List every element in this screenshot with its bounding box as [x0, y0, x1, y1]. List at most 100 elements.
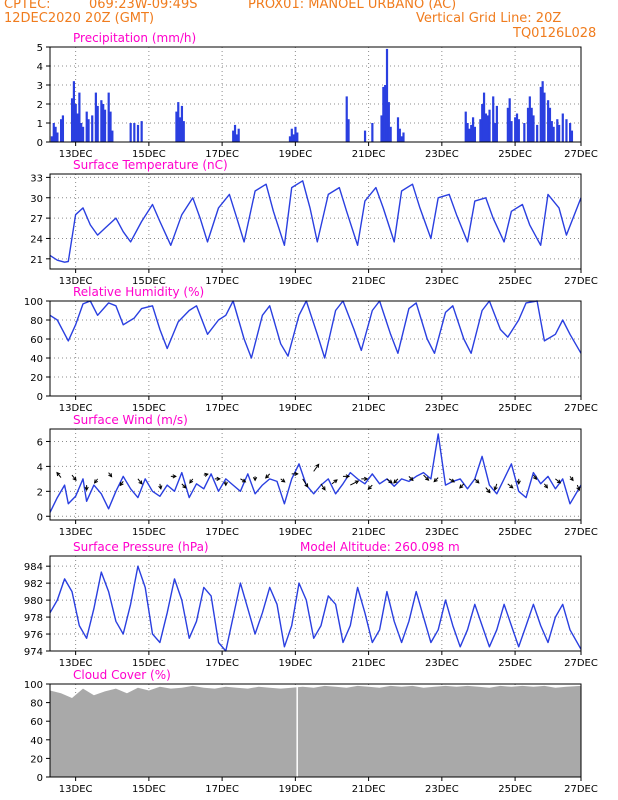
x-tick-label: 13DEC — [59, 527, 93, 538]
wind-arrow-head — [108, 473, 113, 478]
precip-bar — [87, 119, 90, 142]
x-tick-label: 19DEC — [278, 784, 312, 795]
precip-bar — [56, 132, 59, 142]
precip-bar — [543, 92, 546, 142]
wind-arrow-head — [264, 474, 270, 479]
precip-bar — [402, 132, 405, 142]
x-tick-label: 13DEC — [59, 403, 93, 414]
precip-bar — [558, 124, 561, 142]
precip-bar — [539, 86, 542, 142]
precip-bar — [363, 130, 367, 142]
precip-bar — [556, 119, 559, 142]
wind-arrow-head — [172, 474, 177, 479]
x-tick-label: 21DEC — [352, 527, 386, 538]
series-line — [49, 180, 582, 263]
precip-bar — [292, 134, 295, 142]
wind-arrow — [423, 474, 429, 481]
y-tick-label: 20 — [30, 754, 43, 765]
wind-arrow-head — [486, 489, 491, 494]
y-tick-label: 40 — [30, 354, 43, 365]
wind-arrow-head — [409, 476, 414, 482]
precip-bar — [389, 126, 392, 142]
precip-bar — [484, 113, 487, 142]
precip-bar — [96, 105, 99, 142]
precip-bar — [59, 119, 63, 142]
wind-arrow-head — [304, 483, 309, 488]
y-tick-label: 4 — [37, 462, 43, 473]
precip-bar — [530, 107, 533, 142]
wind-arrow-head — [393, 479, 398, 484]
y-tick-label: 2 — [37, 100, 43, 111]
precip-bar — [488, 109, 491, 142]
y-tick-label: 100 — [24, 297, 43, 308]
precip-bar — [237, 128, 240, 142]
wind-arrow-head — [459, 484, 464, 489]
precip-bar — [347, 119, 350, 142]
panel-frame — [49, 46, 582, 143]
y-tick-label: 60 — [30, 335, 43, 346]
precip-bar — [468, 128, 471, 142]
precip-bar — [385, 48, 389, 142]
y-tick-label: 2 — [37, 487, 43, 498]
precip-bar — [290, 128, 293, 142]
wind-arrow — [320, 483, 326, 491]
x-tick-label: 17DEC — [205, 784, 239, 795]
x-tick-label: 15DEC — [132, 149, 166, 160]
header-grid-note: Vertical Grid Line: 20Z — [416, 11, 562, 26]
wind-arrow — [71, 474, 77, 481]
wind-arrow-head — [241, 478, 247, 483]
y-tick-label: 6 — [37, 437, 43, 448]
precip-bar — [400, 136, 403, 142]
x-tick-label: 15DEC — [132, 784, 166, 795]
panel-frame — [49, 173, 582, 270]
precip-bar — [288, 136, 292, 142]
precip-bar — [495, 105, 498, 142]
wind-arrow-head — [450, 478, 456, 483]
wind-arrow — [555, 478, 561, 484]
panel-title: Precipitation (mm/h) — [73, 31, 196, 45]
precip-bar — [180, 105, 184, 142]
precip-bar — [50, 136, 54, 142]
precip-bar — [80, 123, 83, 142]
wind-arrow — [313, 464, 320, 472]
precip-bar — [76, 113, 79, 142]
precip-bar — [384, 85, 387, 142]
wind-arrow — [350, 480, 359, 486]
y-tick-label: 20 — [30, 373, 43, 384]
precip-bar — [528, 96, 531, 142]
x-tick-label: 15DEC — [132, 403, 166, 414]
panel-frame — [49, 555, 582, 652]
wind-arrow-head — [223, 482, 228, 487]
precip-bar — [387, 102, 390, 142]
precip-bar — [464, 111, 467, 142]
y-tick-label: 24 — [30, 234, 43, 245]
precip-bar — [510, 121, 513, 142]
y-tick-label: 0 — [37, 392, 43, 403]
x-tick-label: 19DEC — [278, 276, 312, 287]
precip-bar — [232, 130, 235, 142]
precip-bar — [561, 113, 564, 142]
x-tick-label: 25DEC — [498, 403, 532, 414]
x-tick-label: 19DEC — [278, 527, 312, 538]
precip-bar — [107, 92, 110, 142]
x-tick-label: 25DEC — [498, 276, 532, 287]
x-tick-label: 23DEC — [425, 403, 459, 414]
cloud-cover-area — [50, 685, 581, 777]
wind-arrow-head — [72, 476, 77, 481]
precip-bar — [102, 104, 105, 142]
precip-bar — [235, 134, 238, 142]
y-tick-label: 4 — [37, 62, 43, 73]
panel-title: Cloud Cover (%) — [73, 668, 171, 682]
x-tick-label: 19DEC — [278, 658, 312, 669]
panel-3: 0 2 4 6 13DEC 15DEC 17DEC 19DEC 21DEC 23DEC 25DEC 2… — [37, 413, 598, 538]
x-tick-label: 13DEC — [59, 658, 93, 669]
y-tick-label: 980 — [24, 596, 43, 607]
precip-bar — [371, 123, 374, 142]
wind-arrow-head — [138, 480, 143, 485]
wind-arrow-head — [569, 476, 574, 482]
x-tick-label: 17DEC — [205, 403, 239, 414]
x-tick-label: 21DEC — [352, 276, 386, 287]
panel-4: 974 976 978 980 982 984 13DEC 15DEC 17DEC 19DEC 21… — [24, 540, 598, 669]
wind-arrow-head — [333, 479, 338, 484]
x-tick-label: 27DEC — [564, 784, 598, 795]
